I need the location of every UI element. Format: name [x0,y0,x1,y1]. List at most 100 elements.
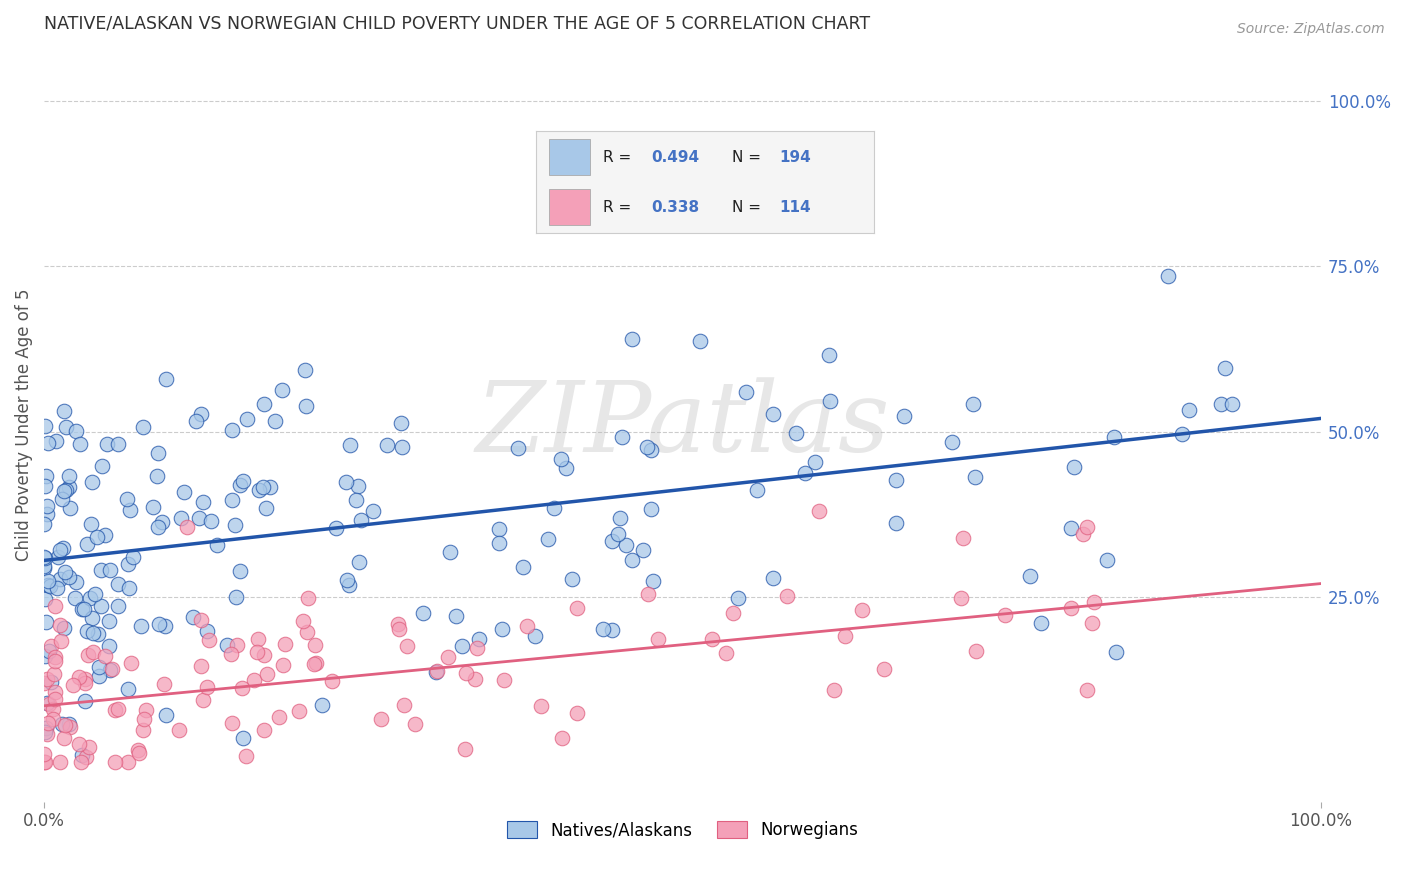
Point [35,500,58,514]
Point [762,571,785,585]
Point [191,693,214,707]
Point [70,748,93,763]
Point [129,619,152,633]
Point [375,438,398,452]
Point [952,532,974,546]
Point [389,416,412,430]
Point [167,723,190,737]
Point [962,397,984,411]
Legend: Natives/Alaskans, Norwegians: Natives/Alaskans, Norwegians [501,814,865,846]
Point [190,613,212,627]
Point [195,624,218,638]
Point [361,504,384,518]
Point [82,645,104,659]
Point [288,705,311,719]
Point [122,549,145,564]
Point [1095,552,1118,566]
Text: ZIPatlas: ZIPatlas [475,377,890,473]
Point [614,538,637,552]
Point [1220,397,1243,411]
Point [235,748,257,763]
Point [195,680,218,694]
Point [295,624,318,639]
Point [439,544,461,558]
Point [200,514,222,528]
Point [117,681,139,696]
Point [59,500,82,515]
Point [69,755,91,769]
Point [1178,403,1201,417]
Point [93,528,115,542]
Point [965,469,987,483]
Point [65,424,87,438]
Point [127,743,149,757]
Point [817,348,839,362]
Point [107,437,129,451]
Point [32,560,55,574]
Point [38,698,60,712]
Point [51,716,73,731]
Point [516,618,538,632]
Point [391,440,413,454]
Point [1083,595,1105,609]
Point [621,553,644,567]
Point [762,408,785,422]
Point [221,716,243,731]
Point [335,475,357,490]
Point [41,702,63,716]
Point [294,363,316,377]
Point [1060,521,1083,535]
Point [34,649,56,664]
Point [1059,601,1081,615]
Point [132,420,155,434]
Point [723,606,745,620]
Point [700,632,723,646]
Point [35,615,58,630]
Point [34,755,56,769]
Point [80,611,103,625]
Point [75,672,97,686]
Point [412,606,434,620]
Point [1031,616,1053,631]
Point [404,717,426,731]
Point [107,702,129,716]
Point [35,727,58,741]
Point [247,632,270,646]
Point [612,430,634,444]
Point [170,511,193,525]
Point [142,500,165,514]
Point [44,650,66,665]
Point [337,578,360,592]
Point [107,599,129,613]
Point [225,591,247,605]
Point [53,565,76,579]
Point [512,559,534,574]
Point [39,640,62,654]
Point [1063,459,1085,474]
Point [96,437,118,451]
Point [173,484,195,499]
Point [714,646,737,660]
Point [117,492,139,507]
Point [34,550,56,565]
Point [32,755,55,769]
Point [44,685,66,699]
Point [451,639,474,653]
Point [609,511,631,525]
Point [181,610,204,624]
Point [252,480,274,494]
Point [117,755,139,769]
Point [32,676,55,690]
Point [1102,430,1125,444]
Point [305,656,328,670]
Point [58,569,80,583]
Point [90,563,112,577]
Point [302,657,325,671]
Y-axis label: Child Poverty Under the Age of 5: Child Poverty Under the Age of 5 [15,289,32,561]
Point [120,656,142,670]
Point [388,622,411,636]
Point [567,600,589,615]
Point [775,589,797,603]
Point [98,664,121,678]
Point [873,662,896,676]
